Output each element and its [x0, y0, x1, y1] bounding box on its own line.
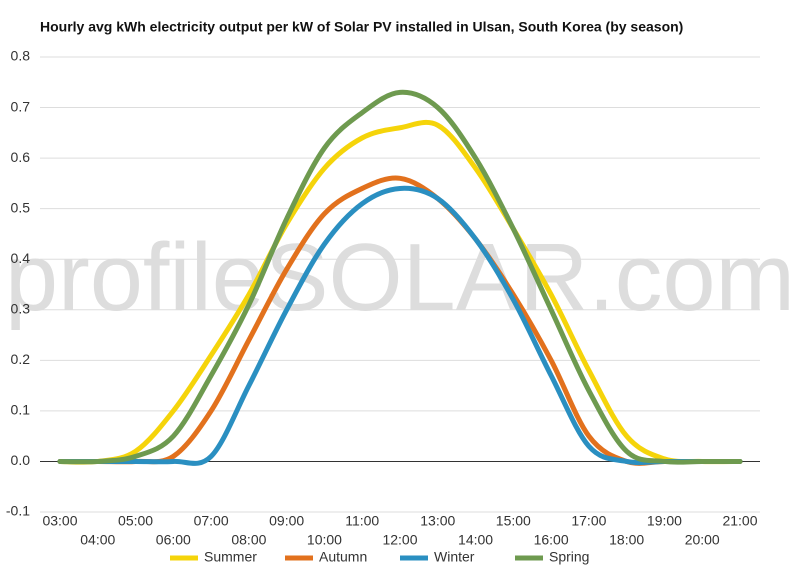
x-tick-label: 19:00	[647, 513, 682, 529]
x-tick-label: 05:00	[118, 513, 153, 529]
y-tick-label: 0.7	[11, 98, 31, 114]
series-line	[57, 185, 743, 466]
x-tick-label: 03:00	[42, 513, 77, 529]
watermark: profileSOLAR.com	[5, 224, 795, 331]
y-tick-label: 0.2	[11, 351, 31, 367]
x-tick-label: 07:00	[194, 513, 229, 529]
x-tick-label: 11:00	[345, 513, 379, 529]
legend-label: Spring	[549, 549, 589, 565]
x-tick-label: 18:00	[609, 532, 644, 548]
x-tick-label: 15:00	[496, 513, 531, 529]
x-tick-label: 17:00	[571, 513, 606, 529]
x-tick-label: 06:00	[156, 532, 191, 548]
y-tick-label: -0.1	[6, 503, 30, 519]
y-tick-label: 0.3	[11, 300, 31, 316]
x-tick-label: 10:00	[307, 532, 342, 548]
x-tick-label: 04:00	[80, 532, 115, 548]
legend-label: Winter	[434, 549, 475, 565]
x-tick-label: 08:00	[231, 532, 266, 548]
y-tick-label: 0.5	[11, 199, 31, 215]
series-line	[57, 89, 743, 465]
y-tick-label: 0.6	[11, 149, 31, 165]
y-tick-label: 0.1	[11, 402, 31, 418]
x-tick-label: 21:00	[722, 513, 757, 529]
chart-title: Hourly avg kWh electricity output per kW…	[40, 19, 683, 35]
y-tick-label: 0.4	[11, 250, 31, 266]
x-tick-label: 14:00	[458, 532, 493, 548]
legend-label: Autumn	[319, 549, 367, 565]
x-tick-label: 20:00	[685, 532, 720, 548]
y-tick-label: 0.8	[11, 48, 31, 64]
x-tick-label: 12:00	[382, 532, 417, 548]
x-tick-label: 13:00	[420, 513, 455, 529]
y-tick-label: 0.0	[11, 452, 31, 468]
x-tick-label: 16:00	[534, 532, 569, 548]
x-tick-label: 09:00	[269, 513, 304, 529]
legend-label: Summer	[204, 549, 257, 565]
series-line	[57, 120, 743, 465]
